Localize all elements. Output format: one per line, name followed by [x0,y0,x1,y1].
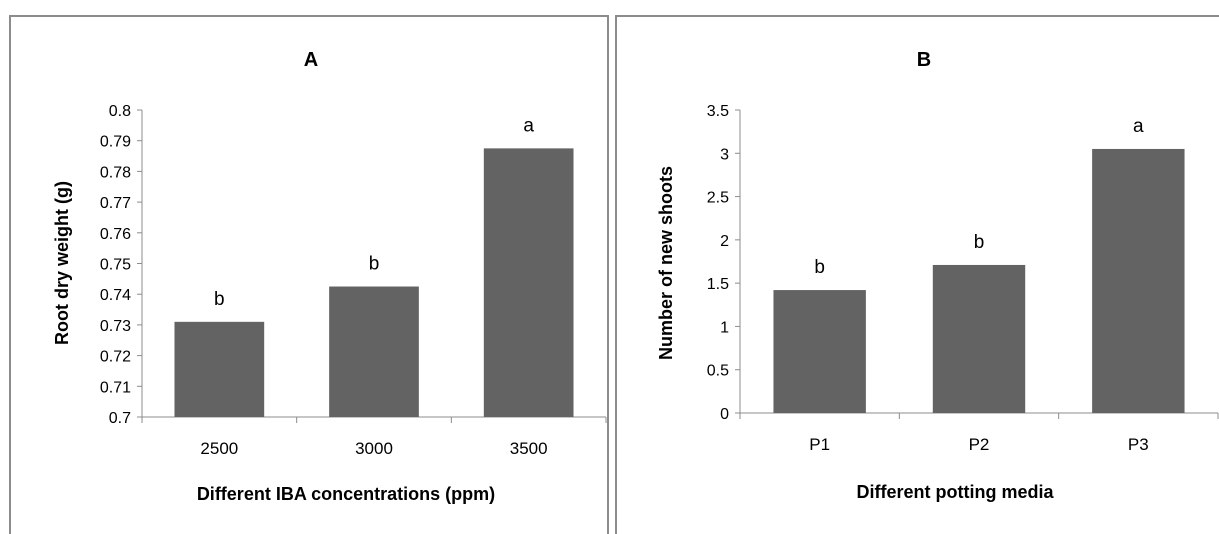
y-tick-label: 0.75 [100,257,131,274]
bar [174,321,265,417]
bar-letter-label: b [214,289,225,310]
y-tick-label: 0.78 [100,164,131,181]
plot-area: 0 0.5 1 1.5 2 2.5 3 3.5 P1 b P2 b P3 a [707,103,1219,454]
x-tick-label: P2 [969,435,990,454]
chart-title: B [917,49,931,71]
chart-title: A [304,49,318,71]
bar [329,286,419,417]
bar [773,290,866,413]
chart-panel-a: A Root dry weight (g) Different IBA conc… [9,15,609,534]
bar [483,148,574,417]
y-axis-label: Root dry weight (g) [52,181,72,345]
bar-letter-label: a [523,115,534,136]
bar [1092,148,1185,413]
y-tick-label: 0.5 [707,363,729,380]
x-tick-label: 3500 [510,439,548,458]
x-axis-label: Different IBA concentrations (ppm) [197,484,495,504]
y-tick-label: 0.71 [100,379,131,396]
bar-letter-label: b [369,254,380,275]
y-tick-label: 0.77 [100,195,131,212]
bar-letter-label: a [1133,116,1144,137]
y-tick-label: 2 [720,233,729,250]
y-axis-label: Number of new shoots [656,166,676,360]
y-tick-label: 3 [720,146,729,163]
x-axis-label: Different potting media [857,482,1055,502]
y-tick-label: 3.5 [707,103,729,120]
bar [932,264,1026,413]
y-tick-label: 1 [720,319,729,336]
y-tick-label: 0.76 [100,226,131,243]
y-tick-label: 2.5 [707,190,729,207]
bar-letter-label: b [974,232,985,253]
bar-letter-label: b [814,257,825,278]
y-tick-label: 0.8 [109,103,131,120]
x-tick-label: 2500 [200,439,238,458]
x-tick-label: P3 [1128,435,1149,454]
y-tick-label: 0.73 [100,318,131,335]
y-tick-label: 1.5 [707,276,729,293]
y-tick-label: 0.7 [109,410,131,427]
chart-panel-b: B Number of new shoots Different potting… [615,15,1219,534]
y-tick-label: 0.74 [100,287,131,304]
y-tick-label: 0.72 [100,349,131,366]
y-tick-label: 0.79 [100,134,131,151]
x-tick-label: P1 [809,435,830,454]
y-tick-label: 0 [720,406,729,423]
plot-area: 0.7 0.71 0.72 0.73 0.74 0.75 0.76 0.77 0.78 0.79 0… [100,103,607,458]
x-tick-label: 3000 [355,439,393,458]
